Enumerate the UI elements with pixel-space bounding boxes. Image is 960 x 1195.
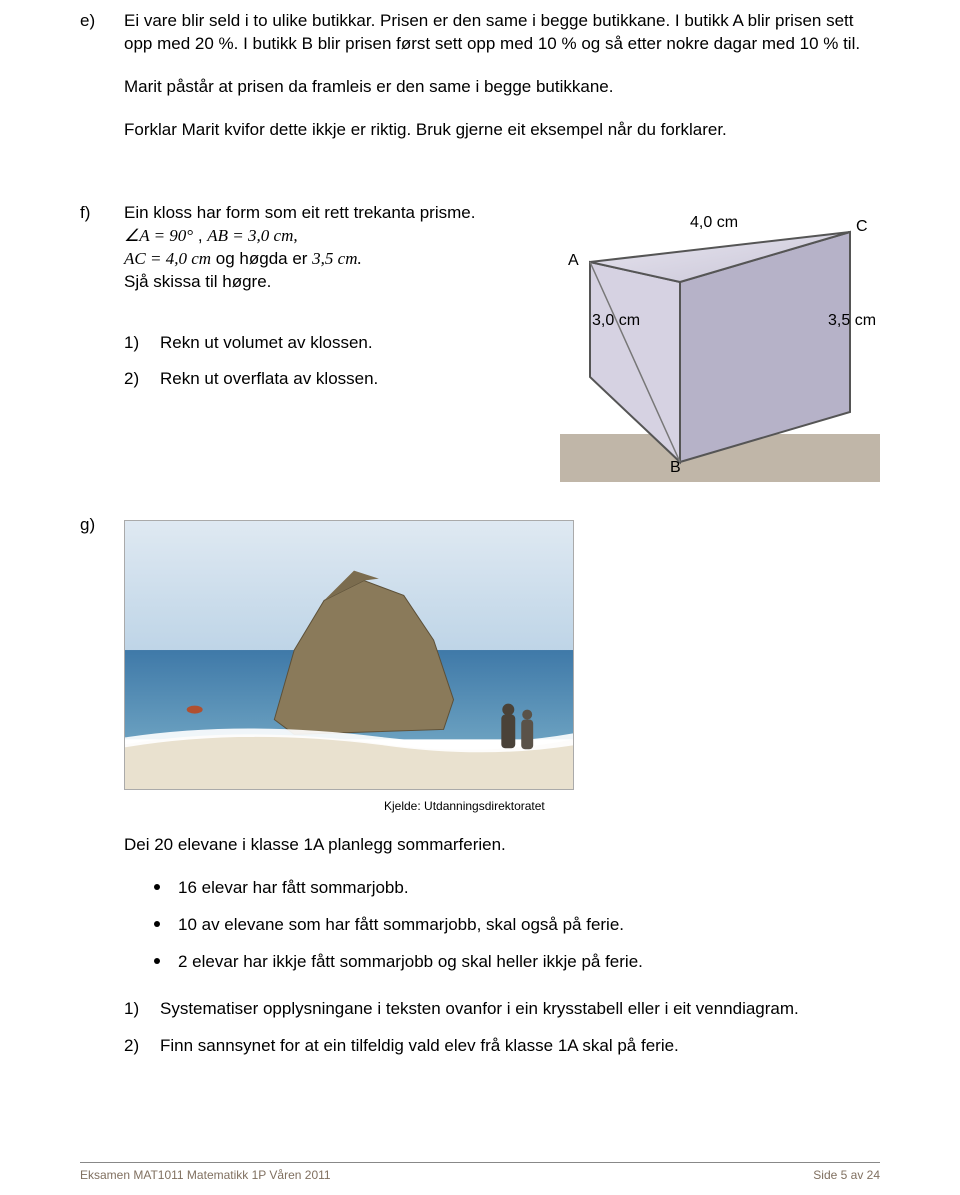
vertex-B: B: [670, 457, 681, 479]
text: Ei vare blir seld i to ulike butikkar. P…: [124, 10, 880, 56]
subitem-label: 1): [124, 332, 160, 355]
edge-left: 3,0 cm: [592, 310, 640, 332]
text: Forklar Marit kvifor dette ikkje er rikt…: [124, 119, 880, 142]
edge-right: 3,5 cm: [828, 310, 876, 332]
subitem-text: Systematiser opplysningane i teksten ova…: [160, 998, 880, 1021]
list-item: 10 av elevane som har fått sommarjobb, s…: [154, 914, 880, 937]
subitem-text: Rekn ut volumet av klossen.: [160, 332, 540, 355]
vertex-A: A: [568, 250, 579, 272]
text: Marit påstår at prisen da framleis er de…: [124, 76, 880, 99]
edge-top: 4,0 cm: [690, 212, 738, 234]
question-e: e) Ei vare blir seld i to ulike butikkar…: [80, 10, 880, 162]
text: Dei 20 elevane i klasse 1A planlegg somm…: [124, 834, 880, 857]
subitem-text: Rekn ut overflata av klossen.: [160, 368, 540, 391]
footer-right: Side 5 av 24: [813, 1167, 880, 1183]
question-f: f) Ein kloss har form som eit rett treka…: [80, 202, 880, 482]
page-footer: Eksamen MAT1011 Matematikk 1P Våren 2011…: [80, 1162, 880, 1183]
question-g-body: Kjelde: Utdanningsdirektoratet Dei 20 el…: [124, 514, 880, 1072]
bullet-list: 16 elevar har fått sommarjobb. 10 av ele…: [154, 877, 880, 974]
list-item: 2 elevar har ikkje fått sommarjobb og sk…: [154, 951, 880, 974]
subitem-text: Finn sannsynet for at ein tilfeldig vald…: [160, 1035, 880, 1058]
photo-caption: Kjelde: Utdanningsdirektoratet: [384, 798, 880, 814]
math-AC: AC = 4,0 cm: [124, 249, 211, 268]
question-f-body: Ein kloss har form som eit rett trekanta…: [124, 202, 540, 406]
subitem-label: 1): [124, 998, 160, 1021]
math-height: 3,5 cm.: [312, 249, 362, 268]
list-item: 16 elevar har fått sommarjobb.: [154, 877, 880, 900]
beach-photo: [124, 520, 574, 790]
question-g-label: g): [80, 514, 124, 1072]
math-AB: AB = 3,0 cm,: [207, 226, 297, 245]
text: Ein kloss har form som eit rett trekanta…: [124, 202, 540, 294]
vertex-C: C: [856, 216, 868, 238]
footer-left: Eksamen MAT1011 Matematikk 1P Våren 2011: [80, 1167, 331, 1183]
question-e-body: Ei vare blir seld i to ulike butikkar. P…: [124, 10, 880, 162]
question-g: g): [80, 514, 880, 1072]
prism-figure: A B C 4,0 cm 3,0 cm 3,5 cm: [560, 202, 880, 482]
subitem-label: 2): [124, 368, 160, 391]
subitem-label: 2): [124, 1035, 160, 1058]
question-f-label: f): [80, 202, 124, 482]
math-angle-A: ∠A = 90°: [124, 226, 193, 245]
question-e-label: e): [80, 10, 124, 162]
